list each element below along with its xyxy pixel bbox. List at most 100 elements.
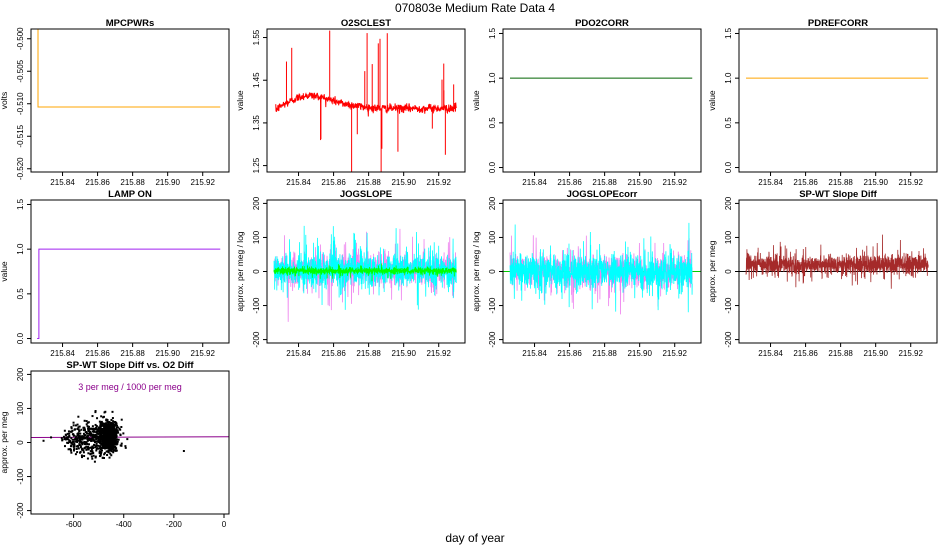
- scatter-point: [81, 456, 84, 459]
- scatter-point: [111, 417, 114, 420]
- scatter-point: [100, 451, 103, 454]
- scatter-point: [69, 441, 72, 444]
- scatter-point: [95, 424, 98, 427]
- series-line: [745, 234, 929, 289]
- scatter-point: [66, 432, 69, 435]
- scatter-point: [70, 451, 73, 454]
- scatter-point: [112, 443, 115, 446]
- scatter-point: [97, 436, 100, 439]
- scatter-point: [94, 423, 97, 426]
- scatter-point: [106, 430, 109, 433]
- scatter-point: [67, 438, 70, 441]
- scatter-point: [76, 439, 79, 442]
- scatter-point: [109, 437, 112, 440]
- scatter-point: [119, 428, 122, 431]
- scatter-point: [92, 454, 95, 457]
- scatter-point: [102, 445, 105, 448]
- scatter-point: [104, 428, 107, 431]
- scatter-point: [94, 411, 97, 414]
- scatter-point: [106, 454, 109, 457]
- x-tick-label: -200: [166, 520, 183, 529]
- x-tick-label: 215.84: [522, 349, 547, 358]
- panel-6-title: JOGSLOPE: [340, 189, 392, 200]
- panel-2: O2SCLEST value 215.84 215.86 215.88 215.90 215…: [235, 18, 466, 187]
- scatter-point: [98, 455, 101, 458]
- scatter-point: [76, 427, 79, 430]
- scatter-point: [98, 440, 101, 443]
- y-tick-label: 0: [488, 269, 497, 274]
- scatter-point: [79, 446, 82, 449]
- series-line: [275, 92, 457, 117]
- scatter-point: [89, 434, 92, 437]
- panel-4-title: PDREFCORR: [808, 18, 868, 29]
- scatter-point: [74, 453, 77, 456]
- scatter-point: [70, 430, 73, 433]
- scatter-point: [107, 449, 110, 452]
- scatter-point: [103, 452, 106, 455]
- scatter-point: [108, 436, 111, 439]
- x-tick-label: 215.90: [155, 349, 180, 358]
- scatter-point: [86, 438, 89, 441]
- x-tick-label: 215.92: [426, 349, 451, 358]
- scatter-point: [86, 439, 89, 442]
- x-tick-label: 215.92: [898, 178, 923, 187]
- scatter-point: [97, 441, 100, 444]
- scatter-point: [96, 432, 99, 435]
- scatter-point: [101, 422, 104, 425]
- scatter-point: [70, 427, 73, 430]
- scatter-point: [96, 435, 99, 438]
- scatter-point: [84, 434, 87, 437]
- scatter-point: [93, 460, 96, 463]
- panel-2-title: O2SCLEST: [341, 18, 391, 29]
- scatter-point: [109, 446, 112, 449]
- y-tick-label: -100: [252, 297, 261, 314]
- scatter-point: [115, 429, 118, 432]
- scatter-point: [104, 441, 107, 444]
- x-tick-label: -400: [116, 520, 133, 529]
- scatter-point: [100, 415, 103, 418]
- x-tick-label: 215.84: [758, 178, 783, 187]
- scatter-point: [82, 437, 85, 440]
- scatter-point: [63, 437, 66, 440]
- panel-8-title: SP-WT Slope Diff: [799, 189, 877, 200]
- scatter-point: [115, 441, 118, 444]
- panel-6-ylabel: approx. per meg / log: [235, 231, 245, 312]
- scatter-point: [105, 442, 108, 445]
- panel-6-frame: [266, 199, 466, 344]
- x-tick-label: 215.86: [793, 178, 818, 187]
- scatter-point: [64, 438, 67, 441]
- x-tick-label: 215.90: [155, 178, 180, 187]
- scatter-point: [103, 424, 106, 427]
- scatter-point: [98, 435, 101, 438]
- scatter-point: [126, 438, 129, 441]
- y-tick-label: -0.505: [16, 59, 25, 82]
- panel-7-ylabel: approx. per meg / log: [471, 231, 481, 312]
- scatter-point: [87, 427, 90, 430]
- scatter-point: [106, 419, 109, 422]
- scatter-point: [86, 425, 89, 428]
- scatter-point: [74, 428, 77, 431]
- scatter-point: [87, 434, 90, 437]
- series-line: [37, 248, 221, 340]
- x-tick-label: 215.88: [592, 349, 617, 358]
- scatter-point: [114, 447, 117, 450]
- scatter-point: [113, 427, 116, 430]
- scatter-point: [110, 438, 113, 441]
- panel-2-frame: [266, 28, 466, 173]
- scatter-point: [91, 415, 94, 418]
- panel-7-plot-area: [503, 222, 701, 315]
- scatter-point: [114, 421, 117, 424]
- scatter-point: [70, 426, 73, 429]
- scatter-point: [67, 435, 70, 438]
- scatter-point: [76, 441, 79, 444]
- scatter-point: [91, 427, 94, 430]
- panel-2-ylabel: value: [235, 90, 245, 111]
- scatter-point: [101, 430, 104, 433]
- scatter-point: [106, 450, 109, 453]
- panel-8-plot-area: [739, 234, 937, 289]
- scatter-point: [61, 438, 64, 441]
- scatter-point: [110, 429, 113, 432]
- scatter-point: [105, 439, 108, 442]
- scatter-point: [85, 445, 88, 448]
- scatter-point: [87, 452, 90, 455]
